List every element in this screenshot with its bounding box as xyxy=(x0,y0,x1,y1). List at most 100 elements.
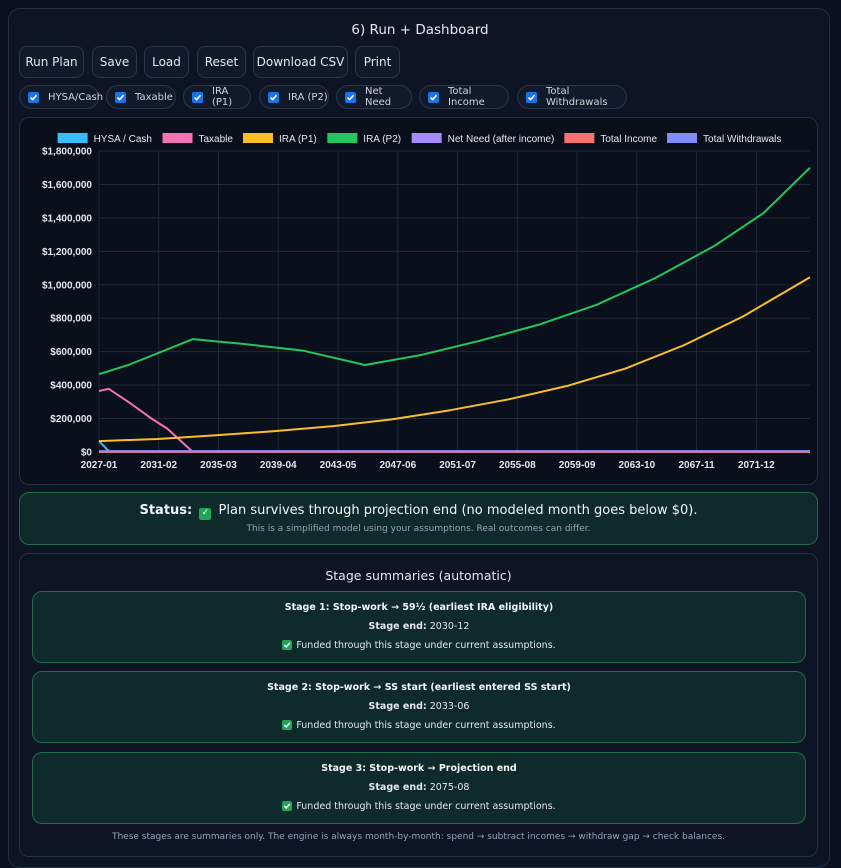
check-glyph: ✓ xyxy=(202,509,210,518)
load-button[interactable]: Load xyxy=(144,46,189,78)
run-plan-button[interactable]: Run Plan xyxy=(19,46,84,78)
stage-funded-text: Funded through this stage under current … xyxy=(296,801,555,812)
x-tick-label: 2035-03 xyxy=(200,460,237,471)
stage-name: Stage 3: Stop-work → Projection end xyxy=(33,763,805,774)
stage-card: Stage 2: Stop-work → SS start (earliest … xyxy=(32,671,806,743)
stage-end-value: 2075-08 xyxy=(430,782,470,793)
legend-label: Net Need (after income) xyxy=(448,134,555,145)
checkbox-checked-icon[interactable] xyxy=(428,92,439,103)
y-tick-label: $200,000 xyxy=(50,414,92,425)
status-note: This is a simplified model using your as… xyxy=(20,524,817,534)
legend-swatch xyxy=(163,133,193,143)
run-dashboard-panel: 6) Run + Dashboard Run Plan Save Load Re… xyxy=(8,8,830,868)
status-line: Status: ✓ Plan survives through projecti… xyxy=(20,503,817,520)
checkbox-checked-icon[interactable] xyxy=(526,92,537,103)
stage-end-value: 2033-06 xyxy=(430,701,470,712)
legend-label: Total Withdrawals xyxy=(703,134,781,145)
legend-swatch xyxy=(667,133,697,143)
toggle-label: IRA (P1) xyxy=(212,86,250,108)
legend-label: Taxable xyxy=(199,134,234,145)
x-tick-label: 2067-11 xyxy=(679,460,716,471)
y-tick-label: $1,600,000 xyxy=(42,180,92,191)
checkbox-checked-icon[interactable] xyxy=(115,92,126,103)
toggle-label: Total Income xyxy=(448,86,508,108)
stage-funded-text: Funded through this stage under current … xyxy=(296,720,555,731)
stage-funded-text: Funded through this stage under current … xyxy=(296,640,555,651)
legend-swatch xyxy=(58,133,88,143)
toggle-label: HYSA/Cash xyxy=(48,92,103,103)
projection-chart-container: $0$200,000$400,000$600,000$800,000$1,000… xyxy=(19,117,818,485)
y-tick-label: $1,200,000 xyxy=(42,247,92,258)
check-mark-icon xyxy=(282,640,292,650)
checkbox-checked-icon[interactable] xyxy=(345,92,356,103)
stages-footnote: These stages are summaries only. The eng… xyxy=(20,832,817,842)
status-label: Status: xyxy=(139,503,192,518)
series-line xyxy=(99,389,810,452)
toggle-label: IRA (P2) xyxy=(288,92,328,103)
checkbox-checked-icon[interactable] xyxy=(268,92,279,103)
check-mark-icon: ✓ xyxy=(199,508,211,520)
stage-name: Stage 1: Stop-work → 59½ (earliest IRA e… xyxy=(33,602,805,613)
toggle-taxable[interactable]: Taxable xyxy=(106,85,176,109)
toggle-hysa-cash[interactable]: HYSA/Cash xyxy=(19,85,99,109)
stage-end-line: Stage end: 2030-12 xyxy=(33,621,805,632)
stage-end-line: Stage end: 2033-06 xyxy=(33,701,805,712)
y-tick-label: $0 xyxy=(81,448,93,459)
y-tick-label: $800,000 xyxy=(50,314,92,325)
toggle-label: Taxable xyxy=(135,92,173,103)
x-tick-label: 2063-10 xyxy=(618,460,655,471)
x-tick-label: 2071-12 xyxy=(738,460,775,471)
stage-funded-line: Funded through this stage under current … xyxy=(33,801,805,812)
y-tick-label: $1,400,000 xyxy=(42,213,92,224)
legend-label: IRA (P1) xyxy=(279,134,317,145)
y-tick-label: $1,800,000 xyxy=(42,147,92,158)
status-panel: Status: ✓ Plan survives through projecti… xyxy=(19,492,818,545)
checkbox-checked-icon[interactable] xyxy=(28,92,39,103)
x-tick-label: 2027-01 xyxy=(81,460,118,471)
print-button[interactable]: Print xyxy=(355,46,400,78)
stage-summaries-panel: Stage summaries (automatic) Stage 1: Sto… xyxy=(19,553,818,857)
y-tick-label: $400,000 xyxy=(50,381,92,392)
stage-card: Stage 1: Stop-work → 59½ (earliest IRA e… xyxy=(32,591,806,663)
check-mark-icon xyxy=(282,720,292,730)
toggle-ira-p1[interactable]: IRA (P1) xyxy=(183,85,251,109)
legend-swatch xyxy=(564,133,594,143)
series-line xyxy=(99,277,810,441)
x-tick-label: 2059-09 xyxy=(559,460,596,471)
stage-card: Stage 3: Stop-work → Projection end Stag… xyxy=(32,752,806,824)
series-line xyxy=(99,168,810,375)
toggle-ira-p2[interactable]: IRA (P2) xyxy=(259,85,329,109)
stage-end-line: Stage end: 2075-08 xyxy=(33,782,805,793)
stage-end-label: Stage end: xyxy=(369,782,427,793)
y-tick-label: $1,000,000 xyxy=(42,280,92,291)
legend-swatch xyxy=(243,133,273,143)
stage-end-value: 2030-12 xyxy=(430,621,470,632)
toggle-net-need[interactable]: Net Need xyxy=(336,85,412,109)
save-button[interactable]: Save xyxy=(92,46,137,78)
x-tick-label: 2047-06 xyxy=(379,460,416,471)
legend-label: Total Income xyxy=(600,134,657,145)
stage-funded-line: Funded through this stage under current … xyxy=(33,720,805,731)
x-tick-label: 2055-08 xyxy=(499,460,536,471)
toggle-label: Net Need xyxy=(365,86,411,108)
reset-button[interactable]: Reset xyxy=(197,46,246,78)
x-tick-label: 2031-02 xyxy=(140,460,177,471)
stage-summaries-title: Stage summaries (automatic) xyxy=(20,568,817,583)
series-line xyxy=(99,441,810,451)
stage-end-label: Stage end: xyxy=(369,621,427,632)
toggle-label: Total Withdrawals xyxy=(546,86,626,108)
toggle-total-withdrawals[interactable]: Total Withdrawals xyxy=(517,85,627,109)
projection-chart: $0$200,000$400,000$600,000$800,000$1,000… xyxy=(20,118,818,485)
x-tick-label: 2043-05 xyxy=(320,460,357,471)
check-mark-icon xyxy=(282,801,292,811)
download-csv-button[interactable]: Download CSV xyxy=(253,46,348,78)
x-tick-label: 2039-04 xyxy=(260,460,297,471)
legend-swatch xyxy=(412,133,442,143)
status-message: Plan survives through projection end (no… xyxy=(219,503,698,518)
x-tick-label: 2051-07 xyxy=(439,460,476,471)
section-title: 6) Run + Dashboard xyxy=(9,22,831,38)
stage-end-label: Stage end: xyxy=(369,701,427,712)
checkbox-checked-icon[interactable] xyxy=(192,92,203,103)
stage-name: Stage 2: Stop-work → SS start (earliest … xyxy=(33,682,805,693)
toggle-total-income[interactable]: Total Income xyxy=(419,85,509,109)
